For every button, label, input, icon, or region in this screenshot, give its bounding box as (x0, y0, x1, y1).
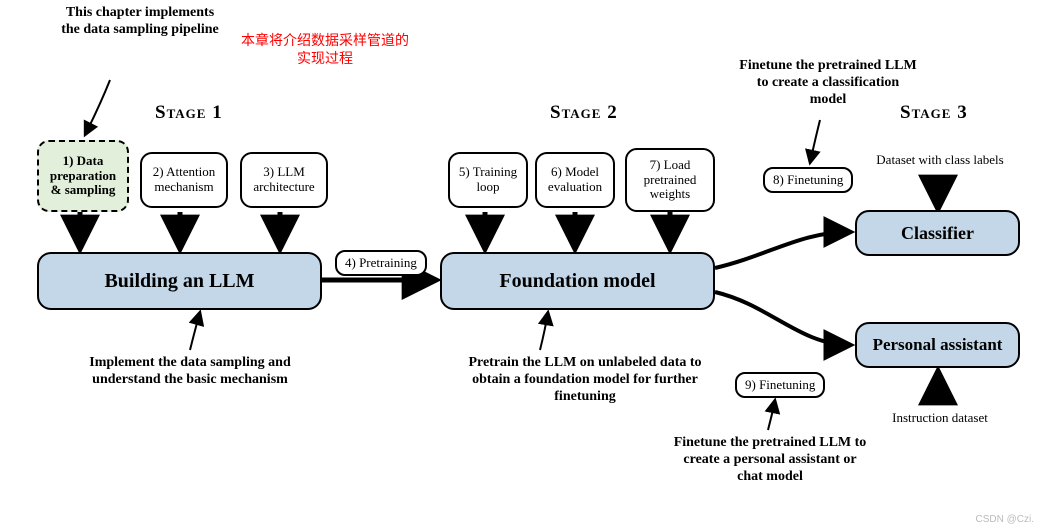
instruction-dataset: Instruction dataset (870, 410, 1010, 426)
finetune-note-assistant: Finetune the pretrained LLM to create a … (670, 435, 870, 485)
step-5-training-loop: 5) Training loop (448, 152, 528, 208)
personal-assistant-box: Personal assistant (855, 322, 1020, 368)
step-2-attention: 2) Attention mechanism (140, 152, 228, 208)
watermark: CSDN @Czi. (976, 514, 1035, 525)
building-llm-box: Building an LLM (37, 252, 322, 310)
step-7-load-weights: 7) Load pretrained weights (625, 148, 715, 212)
classifier-box: Classifier (855, 210, 1020, 256)
foundation-model-box: Foundation model (440, 252, 715, 310)
finetuning-9-label: 9) Finetuning (735, 372, 825, 398)
finetuning-8-label: 8) Finetuning (763, 167, 853, 193)
dataset-class-labels: Dataset with class labels (850, 152, 1030, 168)
step-1-data-prep: 1) Data preparation & sampling (37, 140, 129, 212)
step-6-evaluation: 6) Model evaluation (535, 152, 615, 208)
stage1-caption: Implement the data sampling and understa… (60, 355, 320, 389)
stage1-title: Stage 1 (155, 102, 223, 124)
step-3-architecture: 3) LLM architecture (240, 152, 328, 208)
chapter-note: This chapter implements the data samplin… (55, 5, 225, 39)
stage2-title: Stage 2 (550, 102, 618, 124)
stage2-caption: Pretrain the LLM on unlabeled data to ob… (460, 355, 710, 405)
finetune-note-classifier: Finetune the pretrained LLM to create a … (738, 58, 918, 108)
chinese-note: 本章将介绍数据采样管道的实现过程 (235, 31, 415, 67)
pretraining-label: 4) Pretraining (335, 250, 427, 276)
